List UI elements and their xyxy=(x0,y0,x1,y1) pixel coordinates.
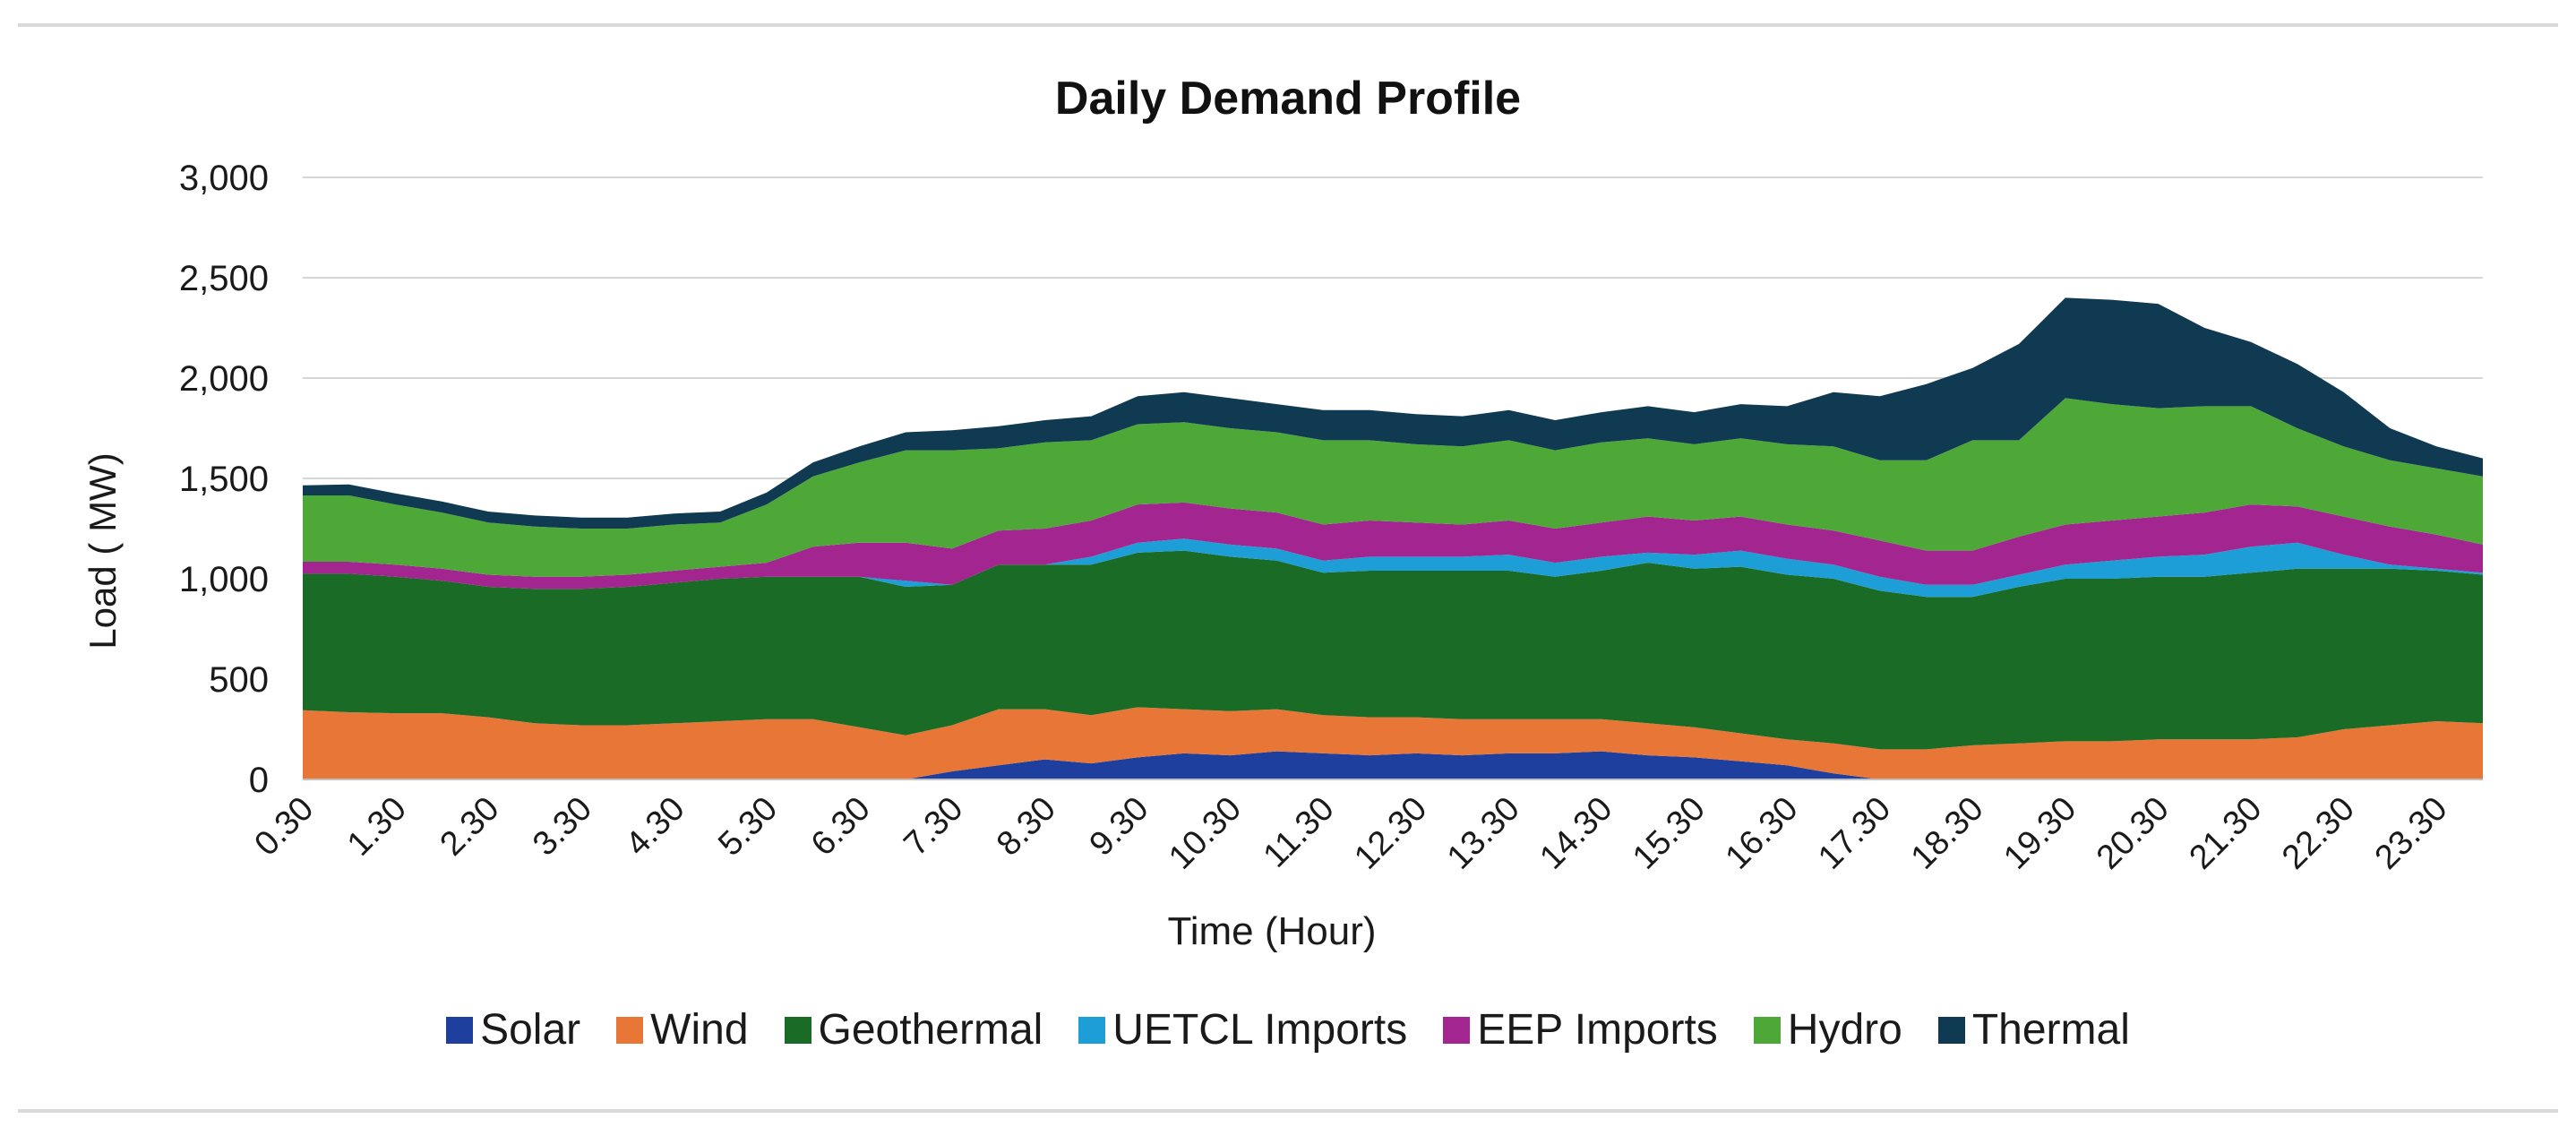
chart-title: Daily Demand Profile xyxy=(1054,73,1522,125)
legend-item-hydro: Hydro xyxy=(1753,1005,1902,1054)
area-series-group xyxy=(303,297,2483,780)
x-tick-label: 17.30 xyxy=(1811,790,1898,877)
area-eep-imports xyxy=(303,502,2483,590)
x-tick-label: 2.30 xyxy=(434,790,507,864)
area-hydro xyxy=(303,398,2483,577)
x-tick-label: 13.30 xyxy=(1440,790,1527,877)
x-tick-label: 15.30 xyxy=(1626,790,1713,877)
legend-item-thermal: Thermal xyxy=(1937,1005,2130,1054)
y-tick-label: 2,000 xyxy=(179,359,269,399)
legend-label: Solar xyxy=(480,1006,581,1054)
area-geothermal xyxy=(303,550,2483,750)
x-tick-label: 12.30 xyxy=(1347,790,1434,877)
x-tick-label: 1.30 xyxy=(340,790,414,864)
legend-swatch xyxy=(1078,1016,1106,1044)
legend-item-solar: Solar xyxy=(446,1005,580,1054)
legend-item-wind: Wind xyxy=(616,1005,749,1054)
y-tick-label: 1,000 xyxy=(179,560,269,599)
x-tick-label: 18.30 xyxy=(1904,790,1991,877)
legend-label: Thermal xyxy=(1971,1006,2130,1054)
area-wind xyxy=(303,707,2483,779)
legend-swatch xyxy=(784,1016,811,1044)
bottom-divider xyxy=(18,1109,2558,1113)
area-solar xyxy=(303,751,2483,779)
x-tick-label: 22.30 xyxy=(2275,790,2362,877)
y-axis-ticks: 0 500 1,000 1,500 2,000 2,500 3,000 xyxy=(179,159,269,800)
legend-swatch xyxy=(446,1016,474,1044)
y-tick-label: 0 xyxy=(249,761,269,800)
x-tick-label: 7.30 xyxy=(897,790,970,864)
legend-label: Geothermal xyxy=(818,1006,1043,1054)
legend-label: Hydro xyxy=(1787,1006,1902,1054)
area-uetcl-imports xyxy=(303,538,2483,598)
legend-swatch xyxy=(1443,1016,1471,1044)
y-tick-label: 3,000 xyxy=(179,159,269,198)
chart-legend: Solar Wind Geothermal UETCL Imports EEP Impo… xyxy=(0,1005,2576,1054)
x-tick-label: 23.30 xyxy=(2368,790,2455,877)
x-tick-label: 8.30 xyxy=(990,790,1063,864)
legend-label: UETCL Imports xyxy=(1112,1006,1408,1054)
x-tick-label: 4.30 xyxy=(619,790,692,864)
x-tick-label: 14.30 xyxy=(1533,790,1619,877)
area-thermal xyxy=(303,297,2483,529)
x-tick-label: 10.30 xyxy=(1162,790,1249,877)
x-tick-label: 11.30 xyxy=(1257,790,1342,875)
y-tick-label: 500 xyxy=(209,660,269,700)
x-tick-label: 5.30 xyxy=(711,790,785,864)
legend-label: EEP Imports xyxy=(1477,1006,1718,1054)
x-tick-label: 6.30 xyxy=(804,790,878,864)
x-tick-label: 21.30 xyxy=(2182,790,2269,877)
x-tick-label: 16.30 xyxy=(1719,790,1806,877)
x-tick-label: 3.30 xyxy=(526,790,599,864)
legend-item-uetcl-imports: UETCL Imports xyxy=(1078,1005,1407,1054)
x-tick-label: 20.30 xyxy=(2090,790,2177,877)
x-tick-label: 19.30 xyxy=(1996,790,2083,877)
legend-item-geothermal: Geothermal xyxy=(784,1005,1043,1054)
legend-swatch xyxy=(1753,1016,1781,1044)
legend-swatch xyxy=(616,1016,644,1044)
legend-swatch xyxy=(1937,1016,1965,1044)
x-axis-ticks: 0.30 1.30 2.30 3.30 4.30 5.30 6.30 7.30 8.30 9.30… xyxy=(247,790,2454,877)
top-divider xyxy=(18,23,2558,27)
y-tick-label: 1,500 xyxy=(179,460,269,499)
legend-label: Wind xyxy=(650,1006,749,1054)
y-tick-label: 2,500 xyxy=(179,259,269,298)
x-axis-label: Time (Hour) xyxy=(1167,909,1377,953)
x-tick-label: 0.30 xyxy=(247,790,321,864)
legend-item-eep-imports: EEP Imports xyxy=(1443,1005,1718,1054)
x-tick-label: 9.30 xyxy=(1083,790,1156,864)
